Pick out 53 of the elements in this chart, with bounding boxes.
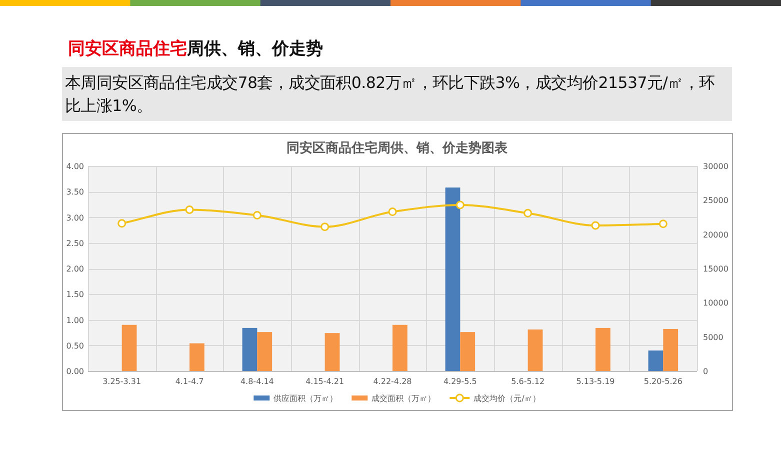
legend-label: 成交面积（万㎡） — [372, 394, 436, 403]
x-tick-label: 4.1-4.7 — [175, 377, 204, 386]
x-tick-label: 4.22-4.28 — [373, 377, 412, 386]
x-tick-label: 4.15-4.21 — [306, 377, 344, 386]
x-tick-label: 4.8-4.14 — [240, 377, 274, 386]
x-tick-label: 4.29-5.5 — [443, 377, 477, 386]
bar — [445, 188, 460, 371]
point — [658, 220, 668, 228]
legend-label: 供应面积（万㎡） — [274, 394, 338, 403]
point — [456, 200, 464, 210]
bar — [242, 328, 258, 371]
bar — [596, 328, 610, 371]
bar — [648, 350, 664, 371]
y2-tick-label: 0 — [703, 367, 708, 376]
y2-tick-label: 15000 — [703, 264, 728, 274]
y-tick-label: 1.00 — [66, 316, 84, 325]
y2-tick-label: 25000 — [703, 196, 728, 206]
bar — [122, 324, 137, 371]
x-tick-label: 5.6-5.12 — [511, 377, 545, 386]
point — [252, 210, 262, 220]
text: 周供、销、价走势 — [187, 39, 323, 59]
x-tick-label: 5.20-5.26 — [644, 377, 682, 386]
bar — [257, 332, 272, 371]
y-tick-label: 3.50 — [66, 188, 84, 197]
y-tick-label: 4.00 — [66, 162, 84, 171]
point — [591, 221, 600, 230]
legend-label: 成交均价（元/㎡） — [474, 394, 540, 403]
point — [388, 208, 397, 216]
bar — [460, 332, 476, 371]
bar — [528, 329, 543, 371]
y2-tick-label: 30000 — [703, 162, 728, 171]
y2-tick-label: 5000 — [703, 332, 724, 342]
y2-tick-label: 20000 — [703, 230, 728, 240]
y-tick-label: 2.50 — [66, 238, 84, 248]
bar — [663, 328, 678, 371]
x-tick-label: 5.13-5.19 — [576, 377, 615, 386]
chart-title: 同安区商品住宅周供、销、价走势图表 — [286, 140, 508, 156]
y-tick-label: 0.00 — [66, 367, 84, 376]
x-tick-label: 3.25-3.31 — [102, 377, 142, 386]
y-tick-label: 0.50 — [66, 341, 84, 350]
y-tick-label: 2.00 — [66, 264, 84, 274]
point — [320, 222, 330, 232]
text: 本周同安区商品住宅成交78套，成交面积0.82万㎡，环比下跌3%，成交均价21537元/㎡，环比上涨1%。 — [62, 67, 732, 121]
point — [118, 219, 126, 228]
y2-tick-label: 10000 — [703, 298, 728, 308]
text: 同安区商品住宅 — [68, 39, 187, 59]
bar — [190, 343, 204, 371]
point — [524, 208, 532, 218]
y-tick-label: 1.50 — [66, 290, 84, 300]
bar — [324, 333, 340, 371]
point — [185, 205, 194, 214]
bar — [392, 324, 408, 371]
y-tick-label: 3.00 — [66, 213, 84, 222]
